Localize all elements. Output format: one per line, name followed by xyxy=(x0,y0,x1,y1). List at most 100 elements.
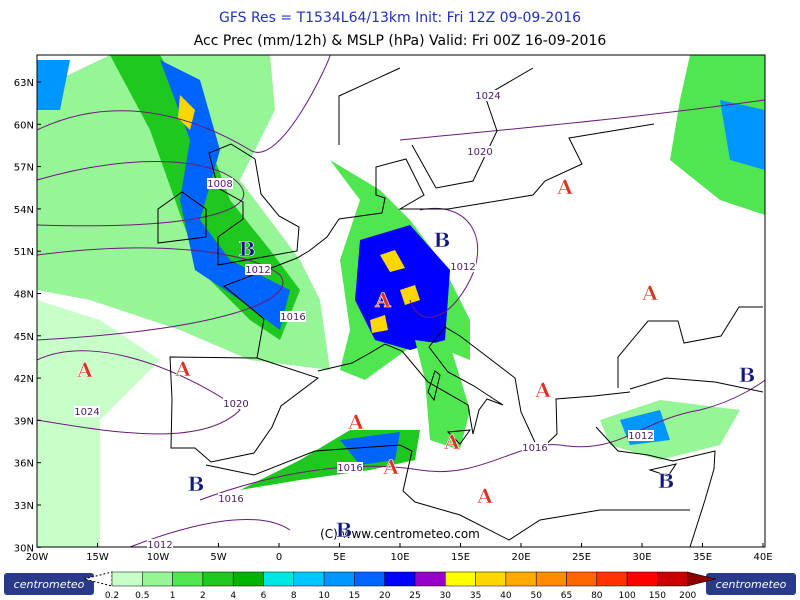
pressure-center: A xyxy=(556,175,573,199)
precip-core xyxy=(370,250,420,333)
coastline xyxy=(617,306,763,388)
map-frame xyxy=(36,54,766,548)
lon-label: 35E xyxy=(693,552,712,563)
isobar-label: 1020 xyxy=(223,399,248,410)
colorbar-arrow-left xyxy=(83,571,113,587)
colorbar-label: 35 xyxy=(470,591,481,600)
precipitation-field xyxy=(37,55,765,547)
pressure-center: A xyxy=(476,484,493,508)
lat-label: 48N xyxy=(14,290,34,301)
colorbar-swatch xyxy=(172,571,204,587)
colorbar-label: 8 xyxy=(291,591,297,600)
colorbar-label: 1 xyxy=(170,591,176,600)
colorbar-label: 20 xyxy=(379,591,391,600)
colorbar-label: 150 xyxy=(649,591,666,600)
isobar-label-bg xyxy=(522,442,548,453)
lon-label: 25E xyxy=(572,552,591,563)
isobar-label-bg xyxy=(245,264,271,275)
colorbar-label: 30 xyxy=(440,591,452,600)
lat-label: 30N xyxy=(14,543,34,554)
isobar-label: 1016 xyxy=(522,443,547,454)
colorbar-label: 4 xyxy=(230,591,236,600)
pressure-center: B xyxy=(434,228,451,252)
copyright: (C) www.centrometeo.com xyxy=(320,527,480,541)
coastline xyxy=(427,370,678,477)
colorbar-label: 100 xyxy=(619,591,636,600)
isobar-label-bg xyxy=(280,311,306,322)
colorbar-swatch xyxy=(505,571,537,587)
isobar-label-bg xyxy=(337,462,363,473)
coastlines xyxy=(157,67,764,548)
coastline xyxy=(169,356,320,463)
colorbar-label: 0.5 xyxy=(135,591,149,600)
lon-label: 10W xyxy=(147,552,170,563)
isobar xyxy=(129,518,291,548)
lat-label: 54N xyxy=(14,205,34,216)
isobar-label-bg xyxy=(223,398,249,409)
isobar xyxy=(409,208,479,318)
isobar-label-bg xyxy=(450,261,476,272)
isobar xyxy=(36,247,284,341)
colorbar-label: 50 xyxy=(530,591,542,600)
lat-label: 45N xyxy=(14,332,34,343)
pressure-center: B xyxy=(658,469,675,493)
isobar-label: 1024 xyxy=(74,407,99,418)
precip-area xyxy=(600,400,740,460)
precip-area xyxy=(37,300,160,547)
pressure-center: A xyxy=(374,288,391,312)
pressure-center: B xyxy=(336,518,353,542)
lat-label: 39N xyxy=(14,416,34,427)
isobar-label-bg xyxy=(74,406,100,417)
pressure-center: A xyxy=(443,430,460,454)
map-title: GFS Res = T1534L64/13km Init: Fri 12Z 09… xyxy=(219,10,581,26)
isobar-label-bg xyxy=(628,430,654,441)
pressure-center: B xyxy=(239,237,256,261)
colorbar-swatch xyxy=(445,571,476,587)
pressure-center: B xyxy=(188,472,205,496)
colorbar-swatch xyxy=(566,571,598,587)
lat-label: 33N xyxy=(14,501,34,512)
colorbar-label: 40 xyxy=(500,591,512,600)
coastline xyxy=(208,143,300,266)
logo-left-box xyxy=(4,573,94,595)
colorbar-label: 65 xyxy=(561,591,572,600)
precip-area xyxy=(37,60,70,110)
coastline xyxy=(595,426,716,548)
isobar xyxy=(36,161,245,227)
isobar-label-bg xyxy=(147,539,173,550)
map-subtitle: Acc Prec (mm/12h) & MSLP (hPa) Valid: Fr… xyxy=(194,33,607,49)
lat-label: 57N xyxy=(14,163,34,174)
colorbar-swatch xyxy=(263,571,295,587)
precip-area xyxy=(415,340,470,450)
colorbar-arrow-right xyxy=(687,571,716,587)
colorbar-label: 0.2 xyxy=(105,591,119,600)
isobar xyxy=(399,99,766,141)
lat-label: 42N xyxy=(14,374,34,385)
isobar-label-bg xyxy=(467,146,493,157)
colorbar-label: 200 xyxy=(679,591,696,600)
lon-label: 30E xyxy=(632,552,651,563)
colorbar-swatch xyxy=(293,571,325,587)
colorbar-swatch xyxy=(232,571,264,587)
lon-label: 15W xyxy=(86,552,109,563)
pressure-center: A xyxy=(174,357,191,381)
lon-label: 10E xyxy=(390,552,409,563)
lon-label: 15E xyxy=(451,552,470,563)
lon-label: 20E xyxy=(511,552,530,563)
isobar-label: 1016 xyxy=(280,312,305,323)
coastline xyxy=(157,191,207,244)
colorbar-swatch xyxy=(323,571,355,587)
lat-label: 63N xyxy=(14,78,34,89)
isobar-label: 1012 xyxy=(245,265,270,276)
isobar-label-bg xyxy=(207,178,233,189)
pressure-center: A xyxy=(347,410,364,434)
isobar-label-bg xyxy=(475,90,501,101)
pressure-center: A xyxy=(382,455,399,479)
isobars xyxy=(36,54,766,548)
colorbar-label: 25 xyxy=(409,591,420,600)
lat-label: 36N xyxy=(14,459,34,470)
logo-right: centrometeo xyxy=(716,578,787,591)
